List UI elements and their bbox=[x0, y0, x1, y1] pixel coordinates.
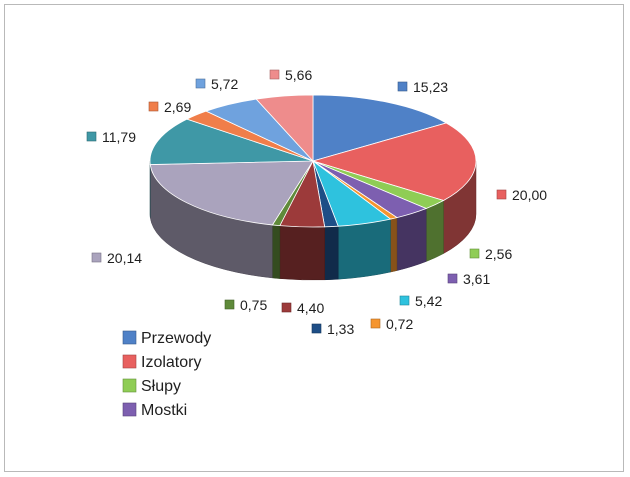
data-label-marker-7 bbox=[281, 302, 292, 313]
pie-side-4 bbox=[390, 217, 398, 273]
data-label-4: 0,72 bbox=[386, 316, 413, 332]
data-label-0: 15,23 bbox=[413, 79, 448, 95]
legend-label-1: Izolatory bbox=[141, 354, 201, 371]
data-label-marker-13 bbox=[269, 69, 280, 80]
data-label-marker-5 bbox=[399, 295, 410, 306]
data-label-13: 5,66 bbox=[285, 67, 312, 83]
data-label-marker-2 bbox=[469, 248, 480, 259]
legend-label-3: Mostki bbox=[141, 402, 187, 419]
pie-side-5 bbox=[337, 218, 391, 280]
data-labels: 15,23 20,00 2,56 3,61 0,725,42 1,334,40 0,75 20… bbox=[86, 67, 547, 337]
legend-marker-1 bbox=[122, 354, 137, 369]
legend: Przewody Izolatory Słupy Mostki bbox=[122, 330, 211, 419]
legend-marker-3 bbox=[122, 402, 137, 417]
data-label-8: 0,75 bbox=[240, 297, 267, 313]
pie-sides bbox=[149, 160, 477, 281]
data-label-9: 20,14 bbox=[107, 250, 142, 266]
data-label-marker-6 bbox=[311, 323, 322, 334]
data-label-marker-11 bbox=[148, 101, 159, 112]
pie-top bbox=[149, 94, 477, 228]
pie-side-8 bbox=[272, 224, 281, 279]
pie-slice-1 bbox=[311, 122, 477, 201]
data-label-marker-12 bbox=[195, 78, 206, 89]
data-label-marker-3 bbox=[447, 273, 458, 284]
data-label-1: 20,00 bbox=[512, 187, 547, 203]
data-label-marker-0 bbox=[397, 81, 408, 92]
pie-slice-0 bbox=[312, 94, 448, 162]
data-label-marker-1 bbox=[496, 189, 507, 200]
legend-marker-0 bbox=[122, 330, 137, 345]
data-label-2: 2,56 bbox=[485, 246, 512, 262]
pie-side-6 bbox=[324, 225, 339, 281]
data-label-11: 2,69 bbox=[164, 99, 191, 115]
legend-marker-2 bbox=[122, 378, 137, 393]
pie-side-7 bbox=[279, 225, 325, 281]
data-label-marker-9 bbox=[91, 252, 102, 263]
data-label-marker-8 bbox=[224, 299, 235, 310]
data-label-10: 11,79 bbox=[102, 129, 136, 145]
pie-side-2 bbox=[425, 200, 444, 262]
data-label-7: 4,40 bbox=[297, 300, 324, 316]
data-label-3: 3,61 bbox=[463, 271, 490, 287]
legend-label-0: Przewody bbox=[141, 330, 211, 347]
data-label-6: 1,33 bbox=[327, 321, 354, 337]
pie-slice-9 bbox=[149, 160, 314, 226]
data-label-12: 5,72 bbox=[211, 76, 238, 92]
data-label-marker-4 bbox=[370, 318, 381, 329]
pie-side-3 bbox=[396, 208, 427, 271]
pie-slice-13 bbox=[255, 94, 314, 163]
legend-label-2: Słupy bbox=[141, 378, 181, 395]
pie-slice-10 bbox=[149, 118, 314, 165]
data-label-marker-10 bbox=[86, 131, 97, 142]
data-label-5: 5,42 bbox=[415, 293, 442, 309]
